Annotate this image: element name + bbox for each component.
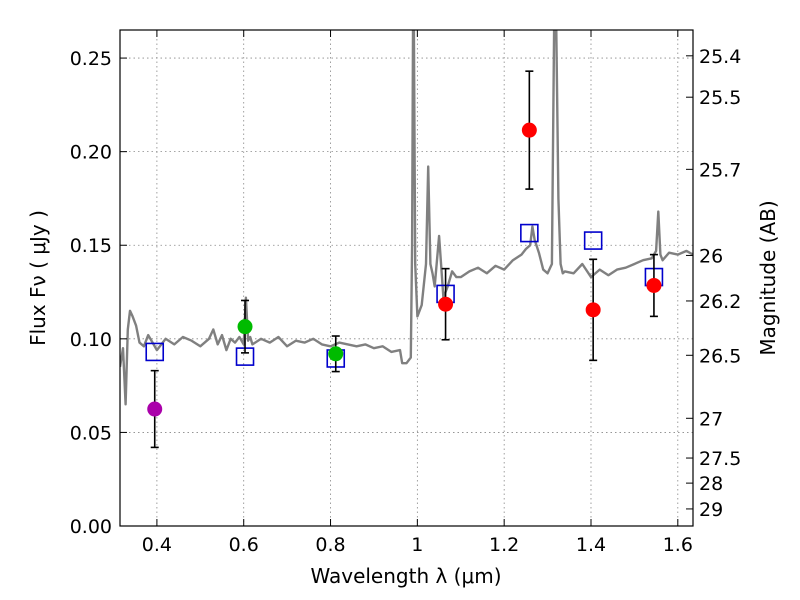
x-tick-label: 0.8 (315, 534, 345, 556)
model-square-marker (145, 342, 165, 362)
model-square-marker (520, 223, 539, 243)
y-tick-label: 0.00 (70, 516, 112, 538)
y2-axis-label: Magnitude (AB) (756, 200, 780, 355)
observed-point (521, 122, 537, 138)
axes-frame (119, 29, 694, 527)
observed-point (328, 346, 344, 362)
observed-point (147, 401, 163, 417)
mag-tick-label: 25.4 (699, 46, 741, 68)
x-tick-label: 1.6 (663, 534, 693, 556)
mag-tick-label: 29 (699, 499, 723, 521)
observed-point (585, 302, 601, 318)
spectrum-line (120, 30, 693, 406)
x-tick-label: 1.2 (489, 534, 519, 556)
x-axis-label: Wavelength λ (μm) (310, 564, 501, 588)
mag-tick-label: 28 (699, 473, 723, 495)
y-tick-label: 0.20 (70, 142, 112, 164)
mag-tick-label: 26 (699, 245, 723, 267)
x-tick-label: 0.6 (229, 534, 259, 556)
axis-ticks: 0.4 0.6 0.8 1 1.2 1.4 1.6 0.00 0.05 0.10 0.15 0.20 0… (70, 30, 741, 556)
mag-tick-label: 26.5 (699, 345, 741, 367)
x-tick-label: 1 (411, 534, 423, 556)
mag-tick-label: 25.5 (699, 87, 741, 109)
y-axis-label: Flux Fν ( μJy ) (26, 210, 50, 346)
mag-tick-label: 25.7 (699, 159, 741, 181)
y-tick-label: 0.25 (70, 48, 112, 70)
mag-tick-label: 27.5 (699, 448, 741, 470)
y-tick-label: 0.10 (70, 329, 112, 351)
observed-point (646, 277, 662, 293)
x-tick-label: 0.4 (142, 534, 172, 556)
y-tick-label: 0.05 (70, 422, 112, 444)
plot-area (120, 30, 693, 449)
model-square-marker (583, 231, 603, 250)
y-tick-label: 0.15 (70, 235, 112, 257)
mag-tick-label: 26.2 (699, 291, 741, 313)
x-tick-label: 1.4 (576, 534, 606, 556)
observed-point (438, 296, 454, 312)
observed-point (237, 319, 253, 335)
mag-tick-label: 27 (699, 408, 723, 430)
